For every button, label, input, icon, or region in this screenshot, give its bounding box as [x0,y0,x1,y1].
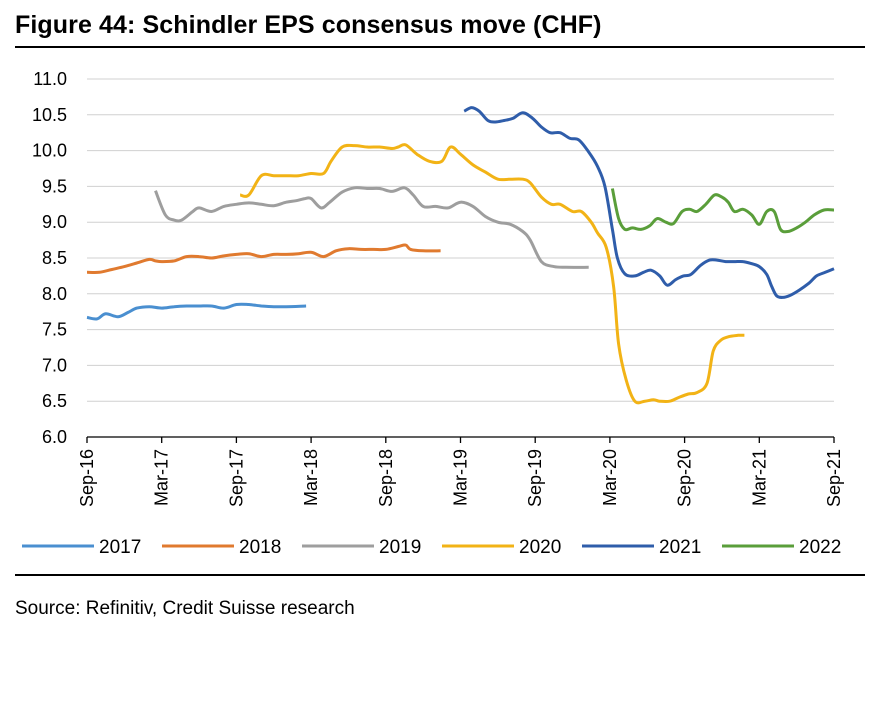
series-line-2017 [86,302,307,321]
x-tick-label: Mar-20 [600,449,620,506]
source-note: Source: Refinitiv, Credit Suisse researc… [15,598,355,619]
x-tick-label: Mar-17 [152,449,172,506]
x-tick-label: Sep-16 [77,449,97,507]
legend-label-2021: 2021 [659,537,701,558]
series-lines [86,106,835,405]
legend-label-2018: 2018 [239,537,281,558]
y-tick-label: 7.0 [42,355,67,375]
y-tick-label: 10.5 [32,105,67,125]
x-tick-label: Sep-21 [824,449,844,507]
x-tick-label: Sep-20 [675,449,695,507]
legend-label-2019: 2019 [379,537,421,558]
series-line-2021 [463,106,835,299]
legend: 2017 2018 2019 2020 2021 2022 [22,537,841,558]
footer-rule [15,574,865,576]
y-axis-tick-labels: 6.0 6.5 7.0 7.5 8.0 8.5 9.0 9.5 10.0 10.5 11.0 [32,69,67,447]
x-axis-tick-labels: Sep-16 Mar-17 Sep-17 Mar-18 Sep-18 Mar-19 Sep-… [77,449,844,507]
x-tick-label: Mar-21 [749,449,769,506]
y-tick-label: 8.5 [42,248,67,268]
y-tick-label: 10.0 [32,141,67,161]
x-tick-label: Sep-18 [376,449,396,507]
legend-label-2017: 2017 [99,537,141,558]
y-tick-label: 8.0 [42,284,67,304]
y-tick-label: 6.5 [42,391,67,411]
y-tick-label: 9.5 [42,176,67,196]
title-rule [15,46,865,48]
x-tick-label: Sep-17 [226,449,246,507]
series-line-2022 [610,188,835,234]
series-line-2020 [239,143,745,405]
y-tick-label: 11.0 [33,69,67,89]
series-line-2018 [86,243,441,275]
figure-title: Figure 44: Schindler EPS consensus move … [15,11,602,39]
line-chart: 6.0 6.5 7.0 7.5 8.0 8.5 9.0 9.5 10.0 10.5 11.0 Sep… [22,69,844,558]
x-axis [86,436,835,443]
x-tick-label: Sep-19 [525,449,545,507]
x-tick-label: Mar-19 [451,449,471,506]
legend-label-2020: 2020 [519,537,561,558]
y-tick-label: 9.0 [42,212,67,232]
legend-label-2022: 2022 [799,537,841,558]
y-tick-label: 6.0 [42,427,67,447]
gridlines [87,78,834,402]
y-tick-label: 7.5 [42,320,67,340]
x-tick-label: Mar-18 [301,449,321,506]
series-line-2019 [154,186,589,269]
